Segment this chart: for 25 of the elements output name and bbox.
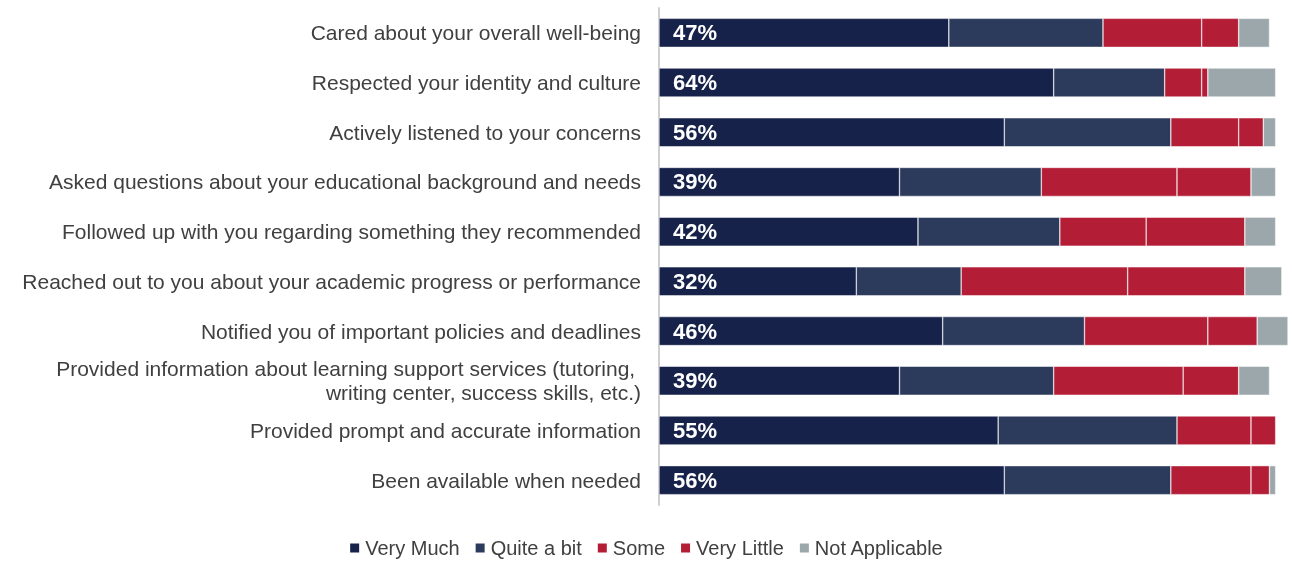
data-label: 56% bbox=[673, 119, 718, 145]
y-tick-label: Reached out to you about your academic progress or performance bbox=[22, 269, 641, 293]
y-tick-label: Respected your identity and culture bbox=[311, 71, 641, 95]
legend-label: Very Much bbox=[365, 537, 460, 559]
data-label: 64% bbox=[673, 70, 718, 96]
y-tick-label: Followed up with you regarding something they recommended bbox=[62, 220, 641, 244]
legend-label: Very Little bbox=[696, 537, 784, 559]
data-label: 42% bbox=[673, 219, 718, 245]
legend-label: Some bbox=[612, 537, 666, 559]
y-tick-label: Provided information about learning support services (tutoring, writing center, success skills, etc.) bbox=[56, 357, 641, 405]
data-label: 55% bbox=[673, 417, 718, 443]
y-tick-label: Notified you of important policies and deadlines bbox=[200, 319, 641, 343]
y-tick-label: Cared about your overall well-being bbox=[310, 21, 641, 45]
y-tick-label: Asked questions about your educational background and needs bbox=[49, 170, 641, 194]
y-tick-label: Actively listened to your concerns bbox=[329, 120, 641, 144]
data-label: 39% bbox=[673, 368, 718, 394]
data-label: 47% bbox=[673, 20, 718, 46]
y-tick-label: Provided prompt and accurate information bbox=[249, 418, 641, 442]
y-tick-label: Been available when needed bbox=[371, 468, 641, 492]
legend-label: Quite a bit bbox=[490, 537, 583, 559]
legend-label: Not Applicable bbox=[814, 537, 943, 559]
data-label: 32% bbox=[673, 268, 718, 294]
data-label: 56% bbox=[673, 467, 718, 493]
data-label: 39% bbox=[673, 169, 718, 195]
data-label: 46% bbox=[673, 318, 718, 344]
